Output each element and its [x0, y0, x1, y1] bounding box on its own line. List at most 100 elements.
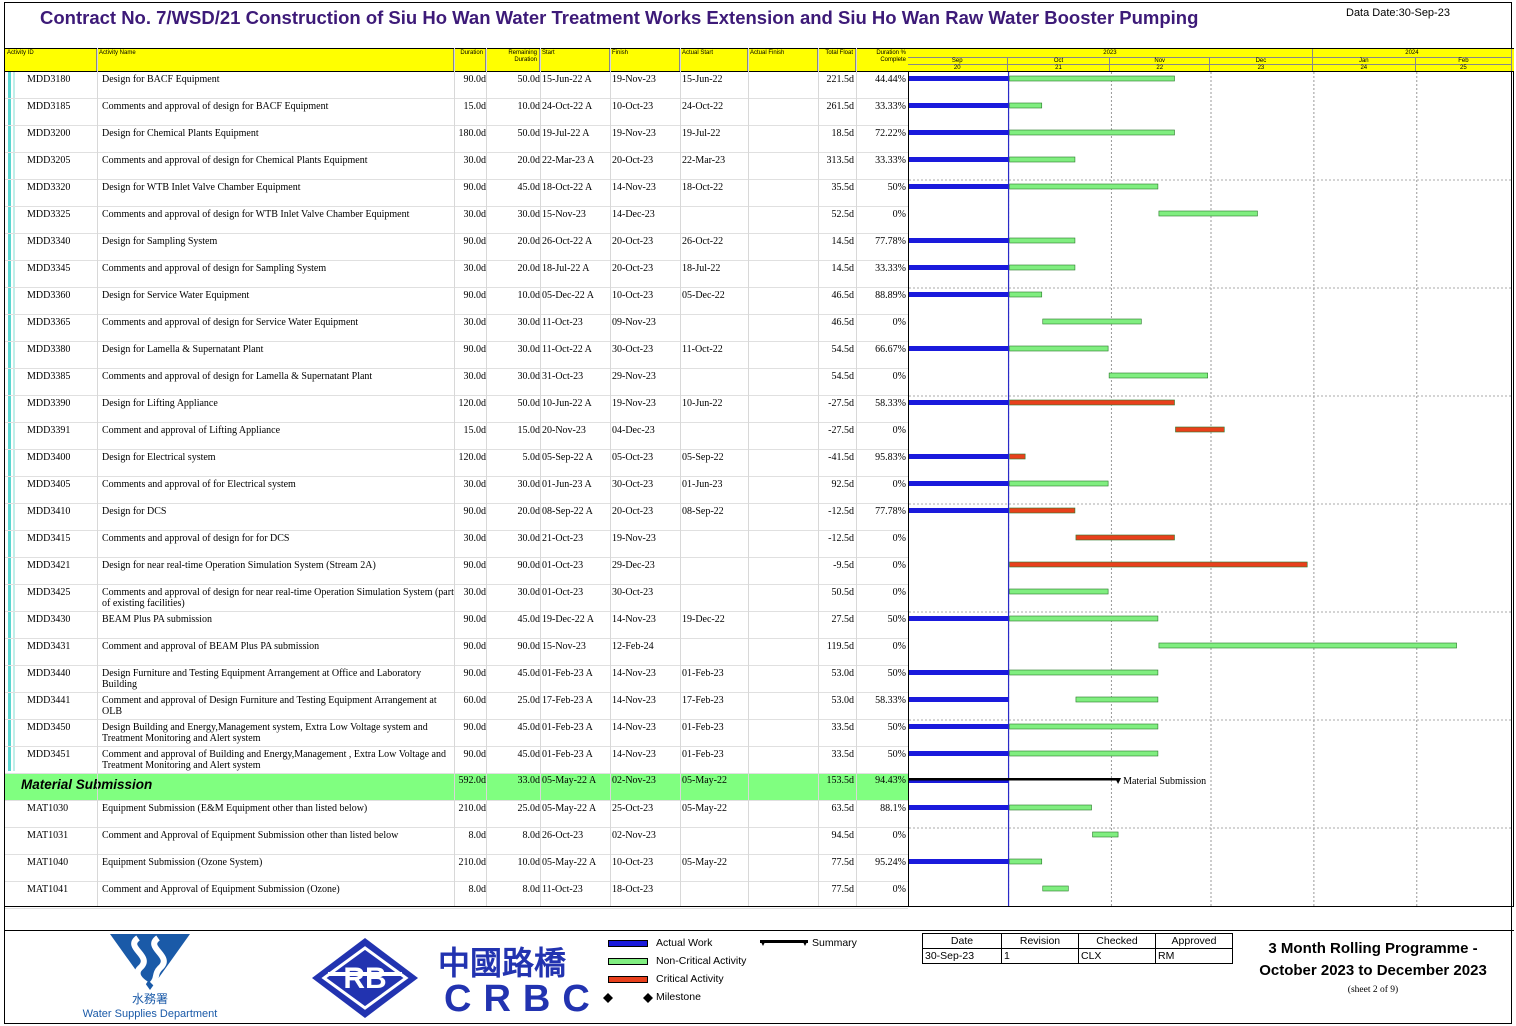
timeline-month: Feb — [1415, 57, 1512, 64]
start-cell: 01-Jun-23 A — [542, 479, 592, 490]
col-header-finish[interactable]: Finish — [610, 49, 680, 71]
activity-name: BEAM Plus PA submission — [102, 614, 212, 625]
total-float-cell: 53.0d — [831, 668, 855, 679]
table-row[interactable]: MDD3405 Comments and approval of for Elec… — [5, 477, 908, 504]
actual-work-bar — [909, 238, 1009, 243]
actual-work-bar — [909, 859, 1009, 864]
noncritical-activity-bar — [1009, 183, 1159, 190]
rev-checked: CLX — [1078, 948, 1156, 964]
actual-work-bar — [909, 292, 1009, 297]
actual-work-bar — [909, 346, 1009, 351]
table-row[interactable]: MDD3180 Design for BACF Equipment 90.0d 50.… — [5, 72, 908, 99]
activity-id: MDD3431 — [27, 641, 71, 652]
table-row[interactable]: MAT1041 Comment and Approval of Equipment… — [5, 882, 908, 909]
finish-cell: 19-Nov-23 — [612, 398, 656, 409]
col-header-id[interactable]: Activity ID — [5, 49, 97, 71]
col-header-remaining[interactable]: Remaining Duration — [486, 49, 540, 71]
table-row[interactable]: MDD3380 Design for Lamella & Supernatant … — [5, 342, 908, 369]
table-row[interactable]: MDD3425 Comments and approval of design f… — [5, 585, 908, 612]
table-row[interactable]: MDD3441 Comment and approval of Design Fu… — [5, 693, 908, 720]
finish-cell: 12-Feb-24 — [612, 641, 654, 652]
actual-work-bar — [909, 697, 1009, 702]
table-row[interactable]: MAT1040 Equipment Submission (Ozone Syste… — [5, 855, 908, 882]
total-float-cell: -9.5d — [833, 560, 854, 571]
duration-cell: 30.0d — [463, 587, 487, 598]
pct-cell: 0% — [892, 533, 906, 544]
summary-bar — [909, 778, 1119, 781]
table-row[interactable]: MDD3200 Design for Chemical Plants Equipm… — [5, 126, 908, 153]
col-header-actual-finish[interactable]: Actual Finish — [748, 49, 818, 71]
table-row[interactable]: MDD3320 Design for WTB Inlet Valve Chambe… — [5, 180, 908, 207]
table-row[interactable]: MDD3400 Design for Electrical system 120.0… — [5, 450, 908, 477]
duration-cell: 8.0d — [468, 830, 487, 841]
activity-id: MDD3441 — [27, 695, 71, 706]
col-divider — [486, 48, 487, 906]
programme-title-line2: October 2023 to December 2023 — [1259, 962, 1487, 979]
finish-cell: 20-Oct-23 — [612, 155, 654, 166]
total-float-cell: 77.5d — [831, 857, 855, 868]
crbc-english-name: CRBC — [444, 978, 602, 1020]
finish-cell: 18-Oct-23 — [612, 884, 654, 895]
pct-cell: 44.44% — [875, 74, 906, 85]
table-row[interactable]: MDD3360 Design for Service Water Equipmen… — [5, 288, 908, 315]
total-float-cell: 221.5d — [826, 74, 855, 85]
start-cell: 21-Oct-23 — [542, 533, 584, 544]
gantt-chart: Material Submission — [908, 72, 1514, 906]
table-row[interactable]: MDD3340 Design for Sampling System 90.0d 20… — [5, 234, 908, 261]
start-cell: 15-Jun-22 A — [542, 74, 592, 85]
table-row[interactable]: MDD3410 Design for DCS 90.0d 20.0d 08-Sep-22… — [5, 504, 908, 531]
noncritical-activity-bar — [1075, 696, 1159, 703]
noncritical-activity-bar — [1009, 291, 1043, 298]
total-float-cell: 18.5d — [831, 128, 855, 139]
table-row[interactable]: MDD3450 Design Building and Energy,Manage… — [5, 720, 908, 747]
total-float-cell: 14.5d — [831, 263, 855, 274]
start-cell: 10-Jun-22 A — [542, 398, 592, 409]
duration-cell: 90.0d — [463, 722, 487, 733]
table-row[interactable]: MDD3421 Design for near real-time Operati… — [5, 558, 908, 585]
activity-name: Comment and approval of Lifting Applianc… — [102, 425, 281, 436]
table-row[interactable]: MDD3390 Design for Lifting Appliance 120.0… — [5, 396, 908, 423]
activity-id: MDD3415 — [27, 533, 71, 544]
table-row[interactable]: MDD3415 Comments and approval of design f… — [5, 531, 908, 558]
remaining-cell: 45.0d — [517, 614, 541, 625]
critical-activity-bar — [1009, 561, 1308, 568]
activity-name: Design for Service Water Equipment — [102, 290, 250, 301]
table-row[interactable]: MDD3185 Comments and approval of design f… — [5, 99, 908, 126]
table-row[interactable]: MDD3325 Comments and approval of design f… — [5, 207, 908, 234]
table-row[interactable]: MDD3365 Comments and approval of design f… — [5, 315, 908, 342]
table-row[interactable]: MDD3451 Comment and approval of Building … — [5, 747, 908, 774]
pct-cell: 0% — [892, 587, 906, 598]
table-row[interactable]: MDD3440 Design Furniture and Testing Equi… — [5, 666, 908, 693]
finish-cell: 19-Nov-23 — [612, 128, 656, 139]
actual-start-cell: 01-Feb-23 — [682, 668, 724, 679]
finish-cell: 02-Nov-23 — [612, 775, 656, 786]
col-header-pct[interactable]: Duration % Complete — [876, 50, 906, 63]
table-row[interactable]: MDD3391 Comment and approval of Lifting A… — [5, 423, 908, 450]
table-row[interactable]: MDD3345 Comments and approval of design f… — [5, 261, 908, 288]
table-row[interactable]: MAT1031 Comment and Approval of Equipment… — [5, 828, 908, 855]
table-row[interactable]: MDD3205 Comments and approval of design f… — [5, 153, 908, 180]
col-header-duration[interactable]: Duration — [454, 49, 486, 71]
table-row[interactable]: MDD3431 Comment and approval of BEAM Plus… — [5, 639, 908, 666]
activity-name: Design for Chemical Plants Equipment — [102, 128, 259, 139]
start-cell: 08-Sep-22 A — [542, 506, 593, 517]
remaining-cell: 30.0d — [517, 371, 541, 382]
total-float-cell: 54.5d — [831, 371, 855, 382]
col-header-actual-start[interactable]: Actual Start — [680, 49, 748, 71]
group-band — [8, 72, 11, 771]
table-row[interactable]: MDD3430 BEAM Plus PA submission 90.0d 45.0d… — [5, 612, 908, 639]
col-header-total-float[interactable]: Total Float — [818, 49, 856, 71]
activity-name: Comment and approval of BEAM Plus PA sub… — [102, 641, 320, 652]
remaining-cell: 8.0d — [522, 830, 541, 841]
table-row[interactable]: MAT1030 Equipment Submission (E&M Equipme… — [5, 801, 908, 828]
table-row[interactable]: MDD3385 Comments and approval of design f… — [5, 369, 908, 396]
summary-row[interactable]: Material Submission 592.0d 33.0d 05-May-22 … — [5, 774, 908, 801]
remaining-cell: 30.0d — [517, 344, 541, 355]
col-header-start[interactable]: Start — [540, 49, 610, 71]
finish-cell: 19-Nov-23 — [612, 533, 656, 544]
start-cell: 20-Nov-23 — [542, 425, 586, 436]
remaining-cell: 10.0d — [517, 290, 541, 301]
total-float-cell: 153.5d — [826, 775, 855, 786]
col-header-name[interactable]: Activity Name — [97, 49, 454, 71]
remaining-cell: 15.0d — [517, 425, 541, 436]
